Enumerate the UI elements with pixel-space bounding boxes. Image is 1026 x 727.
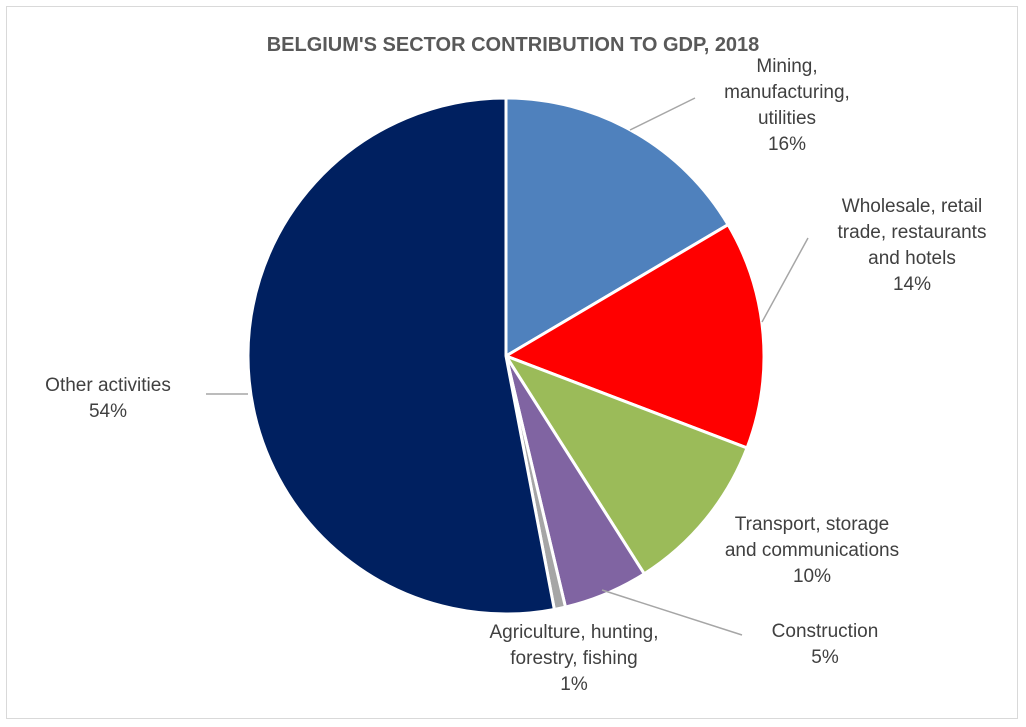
slice-label-3: Construction 5% bbox=[772, 621, 879, 668]
slice-label-0: Mining, manufacturing, utilities 16% bbox=[724, 56, 850, 155]
chart-title: BELGIUM'S SECTOR CONTRIBUTION TO GDP, 20… bbox=[266, 34, 760, 56]
pie-slice-1 bbox=[502, 222, 766, 450]
pie-slice-5 bbox=[246, 96, 557, 616]
slice-label-2: Transport, storage and communications 10% bbox=[725, 514, 899, 587]
leader-line-1 bbox=[761, 237, 809, 323]
slice-label-5: Other activities 54% bbox=[45, 375, 171, 422]
slice-label-1: Wholesale, retail trade, restaurants and h… bbox=[838, 196, 987, 295]
slice-label-4: Agriculture, hunting, forestry, fishing 1% bbox=[490, 622, 659, 695]
pie-slice-0 bbox=[504, 96, 731, 359]
leader-line-3 bbox=[601, 589, 743, 636]
leader-line-0 bbox=[629, 97, 696, 131]
pie-slice-2 bbox=[502, 352, 749, 576]
